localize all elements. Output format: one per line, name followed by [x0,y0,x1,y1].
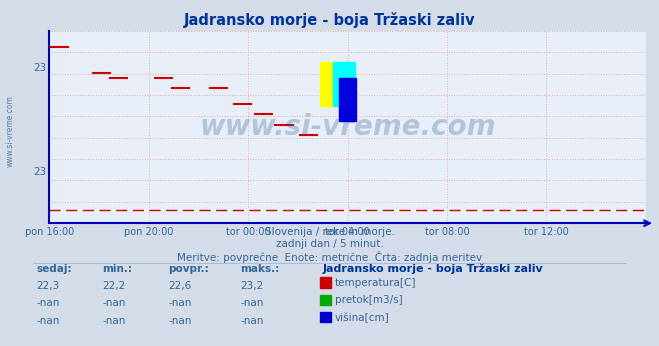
Text: -nan: -nan [241,298,264,308]
Text: www.si-vreme.com: www.si-vreme.com [200,113,496,141]
Text: zadnji dan / 5 minut.: zadnji dan / 5 minut. [275,239,384,249]
Text: pretok[m3/s]: pretok[m3/s] [335,295,403,306]
Text: temperatura[C]: temperatura[C] [335,278,416,288]
FancyBboxPatch shape [333,62,355,106]
Text: 22,2: 22,2 [102,281,125,291]
Text: maks.:: maks.: [241,264,280,274]
Text: 23,2: 23,2 [241,281,264,291]
Text: višina[cm]: višina[cm] [335,312,389,323]
Text: -nan: -nan [36,298,59,308]
Text: min.:: min.: [102,264,132,274]
Text: Jadransko morje - boja Tržaski zaliv: Jadransko morje - boja Tržaski zaliv [184,12,475,28]
FancyBboxPatch shape [320,62,351,106]
FancyBboxPatch shape [339,78,356,121]
Text: Jadransko morje - boja Tržaski zaliv: Jadransko morje - boja Tržaski zaliv [323,263,544,274]
Text: -nan: -nan [102,298,125,308]
Text: 22,6: 22,6 [168,281,191,291]
Text: -nan: -nan [102,316,125,326]
Text: Slovenija / reke in morje.: Slovenija / reke in morje. [264,227,395,237]
Text: -nan: -nan [168,298,191,308]
Text: sedaj:: sedaj: [36,264,72,274]
Text: -nan: -nan [168,316,191,326]
Text: -nan: -nan [36,316,59,326]
Text: povpr.:: povpr.: [168,264,209,274]
Text: www.si-vreme.com: www.si-vreme.com [5,95,14,167]
Text: -nan: -nan [241,316,264,326]
Text: Meritve: povprečne  Enote: metrične  Črta: zadnja meritev: Meritve: povprečne Enote: metrične Črta:… [177,251,482,263]
Text: 22,3: 22,3 [36,281,59,291]
